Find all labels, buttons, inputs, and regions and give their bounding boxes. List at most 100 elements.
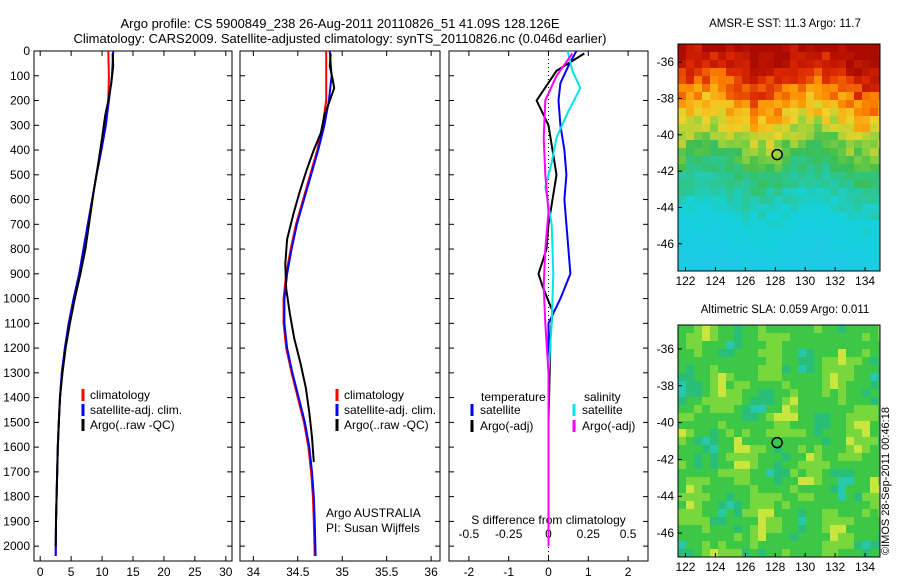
- heatmap-cell: [814, 501, 822, 509]
- heatmap-cell: [726, 341, 734, 349]
- x-tick-label: 2: [625, 565, 632, 579]
- heatmap-cell: [814, 252, 822, 260]
- heatmap-cell: [734, 381, 742, 389]
- heatmap-cell: [782, 533, 790, 541]
- heatmap-cell: [838, 421, 846, 429]
- heatmap-cell: [750, 204, 758, 212]
- heatmap-cell: [702, 244, 710, 252]
- heatmap-cell: [790, 180, 798, 188]
- heatmap-cell: [806, 349, 814, 357]
- heatmap-cell: [846, 501, 854, 509]
- heatmap-cell: [846, 140, 854, 148]
- heatmap-cell: [758, 132, 766, 140]
- heatmap-cell: [718, 172, 726, 180]
- heatmap-cell: [830, 156, 838, 164]
- heatmap-cell: [718, 196, 726, 204]
- legend-label: satellite: [480, 403, 521, 417]
- heatmap-cell: [694, 501, 702, 509]
- heatmap-cell: [782, 549, 790, 557]
- x-tick-label: 134: [855, 560, 875, 574]
- heatmap-cell: [718, 124, 726, 132]
- heatmap-cell: [702, 204, 710, 212]
- y-tick-label: 100: [10, 69, 30, 83]
- heatmap-cell: [854, 100, 862, 108]
- chart-title-line-1: Argo profile: CS 5900849_238 26-Aug-2011…: [120, 16, 560, 31]
- heatmap-cell: [718, 164, 726, 172]
- heatmap-cell: [718, 501, 726, 509]
- heatmap-cell: [806, 517, 814, 525]
- heatmap-cell: [678, 397, 686, 405]
- heatmap-cell: [790, 533, 798, 541]
- heatmap-cell: [734, 397, 742, 405]
- heatmap-cell: [750, 196, 758, 204]
- heatmap-cell: [686, 212, 694, 220]
- heatmap-cell: [694, 493, 702, 501]
- heatmap-cell: [742, 236, 750, 244]
- heatmap-cell: [782, 429, 790, 437]
- heatmap-cell: [678, 244, 686, 252]
- heatmap-cell: [686, 405, 694, 413]
- heatmap-cell: [822, 260, 830, 268]
- heatmap-cell: [870, 268, 878, 271]
- heatmap-cell: [718, 60, 726, 68]
- heatmap-cell: [854, 541, 862, 549]
- heatmap-cell: [814, 188, 822, 196]
- x-tick-label: 124: [705, 274, 725, 288]
- heatmap-cell: [870, 437, 878, 445]
- heatmap-cell: [726, 100, 734, 108]
- heatmap-cell: [790, 469, 798, 477]
- y-tick-label: 700: [10, 217, 30, 231]
- heatmap-cell: [742, 212, 750, 220]
- heatmap-cell: [822, 148, 830, 156]
- heatmap-cell: [814, 469, 822, 477]
- heatmap-cell: [854, 485, 862, 493]
- heatmap-cell: [878, 180, 880, 188]
- heatmap-cell: [806, 397, 814, 405]
- heatmap-cell: [686, 124, 694, 132]
- heatmap-cell: [694, 188, 702, 196]
- heatmap-cell: [718, 389, 726, 397]
- heatmap-cell: [862, 140, 870, 148]
- heatmap-cell: [734, 461, 742, 469]
- heatmap-cell: [742, 196, 750, 204]
- heatmap-cell: [694, 437, 702, 445]
- heatmap-cell: [830, 84, 838, 92]
- heatmap-cell: [846, 260, 854, 268]
- heatmap-cell: [734, 405, 742, 413]
- x-tick-label: 132: [825, 560, 845, 574]
- heatmap-cell: [694, 381, 702, 389]
- heatmap-cell: [822, 517, 830, 525]
- heatmap-cell: [782, 341, 790, 349]
- heatmap-cell: [830, 413, 838, 421]
- heatmap-cell: [830, 429, 838, 437]
- y-tick-label: -44: [657, 200, 675, 214]
- heatmap-cell: [782, 333, 790, 341]
- heatmap-cell: [766, 76, 774, 84]
- heatmap-cell: [806, 469, 814, 477]
- heatmap-cell: [838, 453, 846, 461]
- x-tick-label: 126: [735, 274, 755, 288]
- heatmap-cell: [814, 228, 822, 236]
- heatmap-cell: [814, 365, 822, 373]
- heatmap-cell: [710, 180, 718, 188]
- heatmap-cell: [702, 108, 710, 116]
- heatmap-cell: [710, 76, 718, 84]
- heatmap-cell: [726, 108, 734, 116]
- heatmap-cell: [830, 461, 838, 469]
- y-tick-label: 1900: [3, 514, 30, 528]
- heatmap-cells: [678, 44, 880, 271]
- heatmap-cell: [782, 437, 790, 445]
- heatmap-cell: [870, 493, 878, 501]
- heatmap-cell: [830, 381, 838, 389]
- heatmap-cell: [790, 132, 798, 140]
- heatmap-cell: [774, 477, 782, 485]
- heatmap-cell: [678, 549, 686, 557]
- heatmap-cell: [750, 100, 758, 108]
- heatmap-cell: [718, 509, 726, 517]
- heatmap-cell: [806, 68, 814, 76]
- heatmap-cell: [814, 509, 822, 517]
- heatmap-cell: [830, 132, 838, 140]
- heatmap-cell: [718, 493, 726, 501]
- heatmap-cell: [678, 44, 686, 52]
- heatmap-cell: [678, 172, 686, 180]
